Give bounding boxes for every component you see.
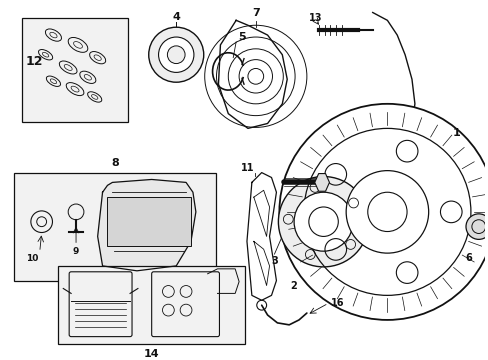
Bar — [107, 197, 191, 246]
Circle shape — [167, 46, 184, 64]
Text: 10: 10 — [25, 253, 38, 262]
Circle shape — [346, 171, 428, 253]
Text: 8: 8 — [111, 158, 119, 168]
Bar — [22, 18, 128, 122]
Text: 1: 1 — [451, 128, 459, 138]
Text: 15: 15 — [428, 158, 441, 168]
Circle shape — [148, 27, 203, 82]
Text: 3: 3 — [270, 256, 277, 266]
Text: 11: 11 — [241, 163, 254, 173]
Text: 5: 5 — [238, 32, 245, 42]
Circle shape — [278, 176, 368, 267]
Text: 4: 4 — [172, 12, 180, 22]
Text: 9: 9 — [73, 247, 79, 256]
Polygon shape — [314, 174, 329, 191]
Text: 13: 13 — [308, 13, 322, 23]
Text: 16: 16 — [331, 298, 344, 308]
Circle shape — [279, 104, 488, 320]
Bar — [14, 172, 215, 281]
Bar — [58, 266, 244, 345]
Text: 6: 6 — [465, 253, 471, 263]
Text: 12: 12 — [26, 55, 43, 68]
Polygon shape — [98, 180, 196, 271]
Circle shape — [158, 37, 194, 72]
Text: 2: 2 — [290, 280, 297, 291]
Circle shape — [465, 214, 488, 239]
Text: 7: 7 — [251, 9, 259, 18]
Circle shape — [293, 192, 352, 251]
Text: 14: 14 — [143, 349, 159, 359]
